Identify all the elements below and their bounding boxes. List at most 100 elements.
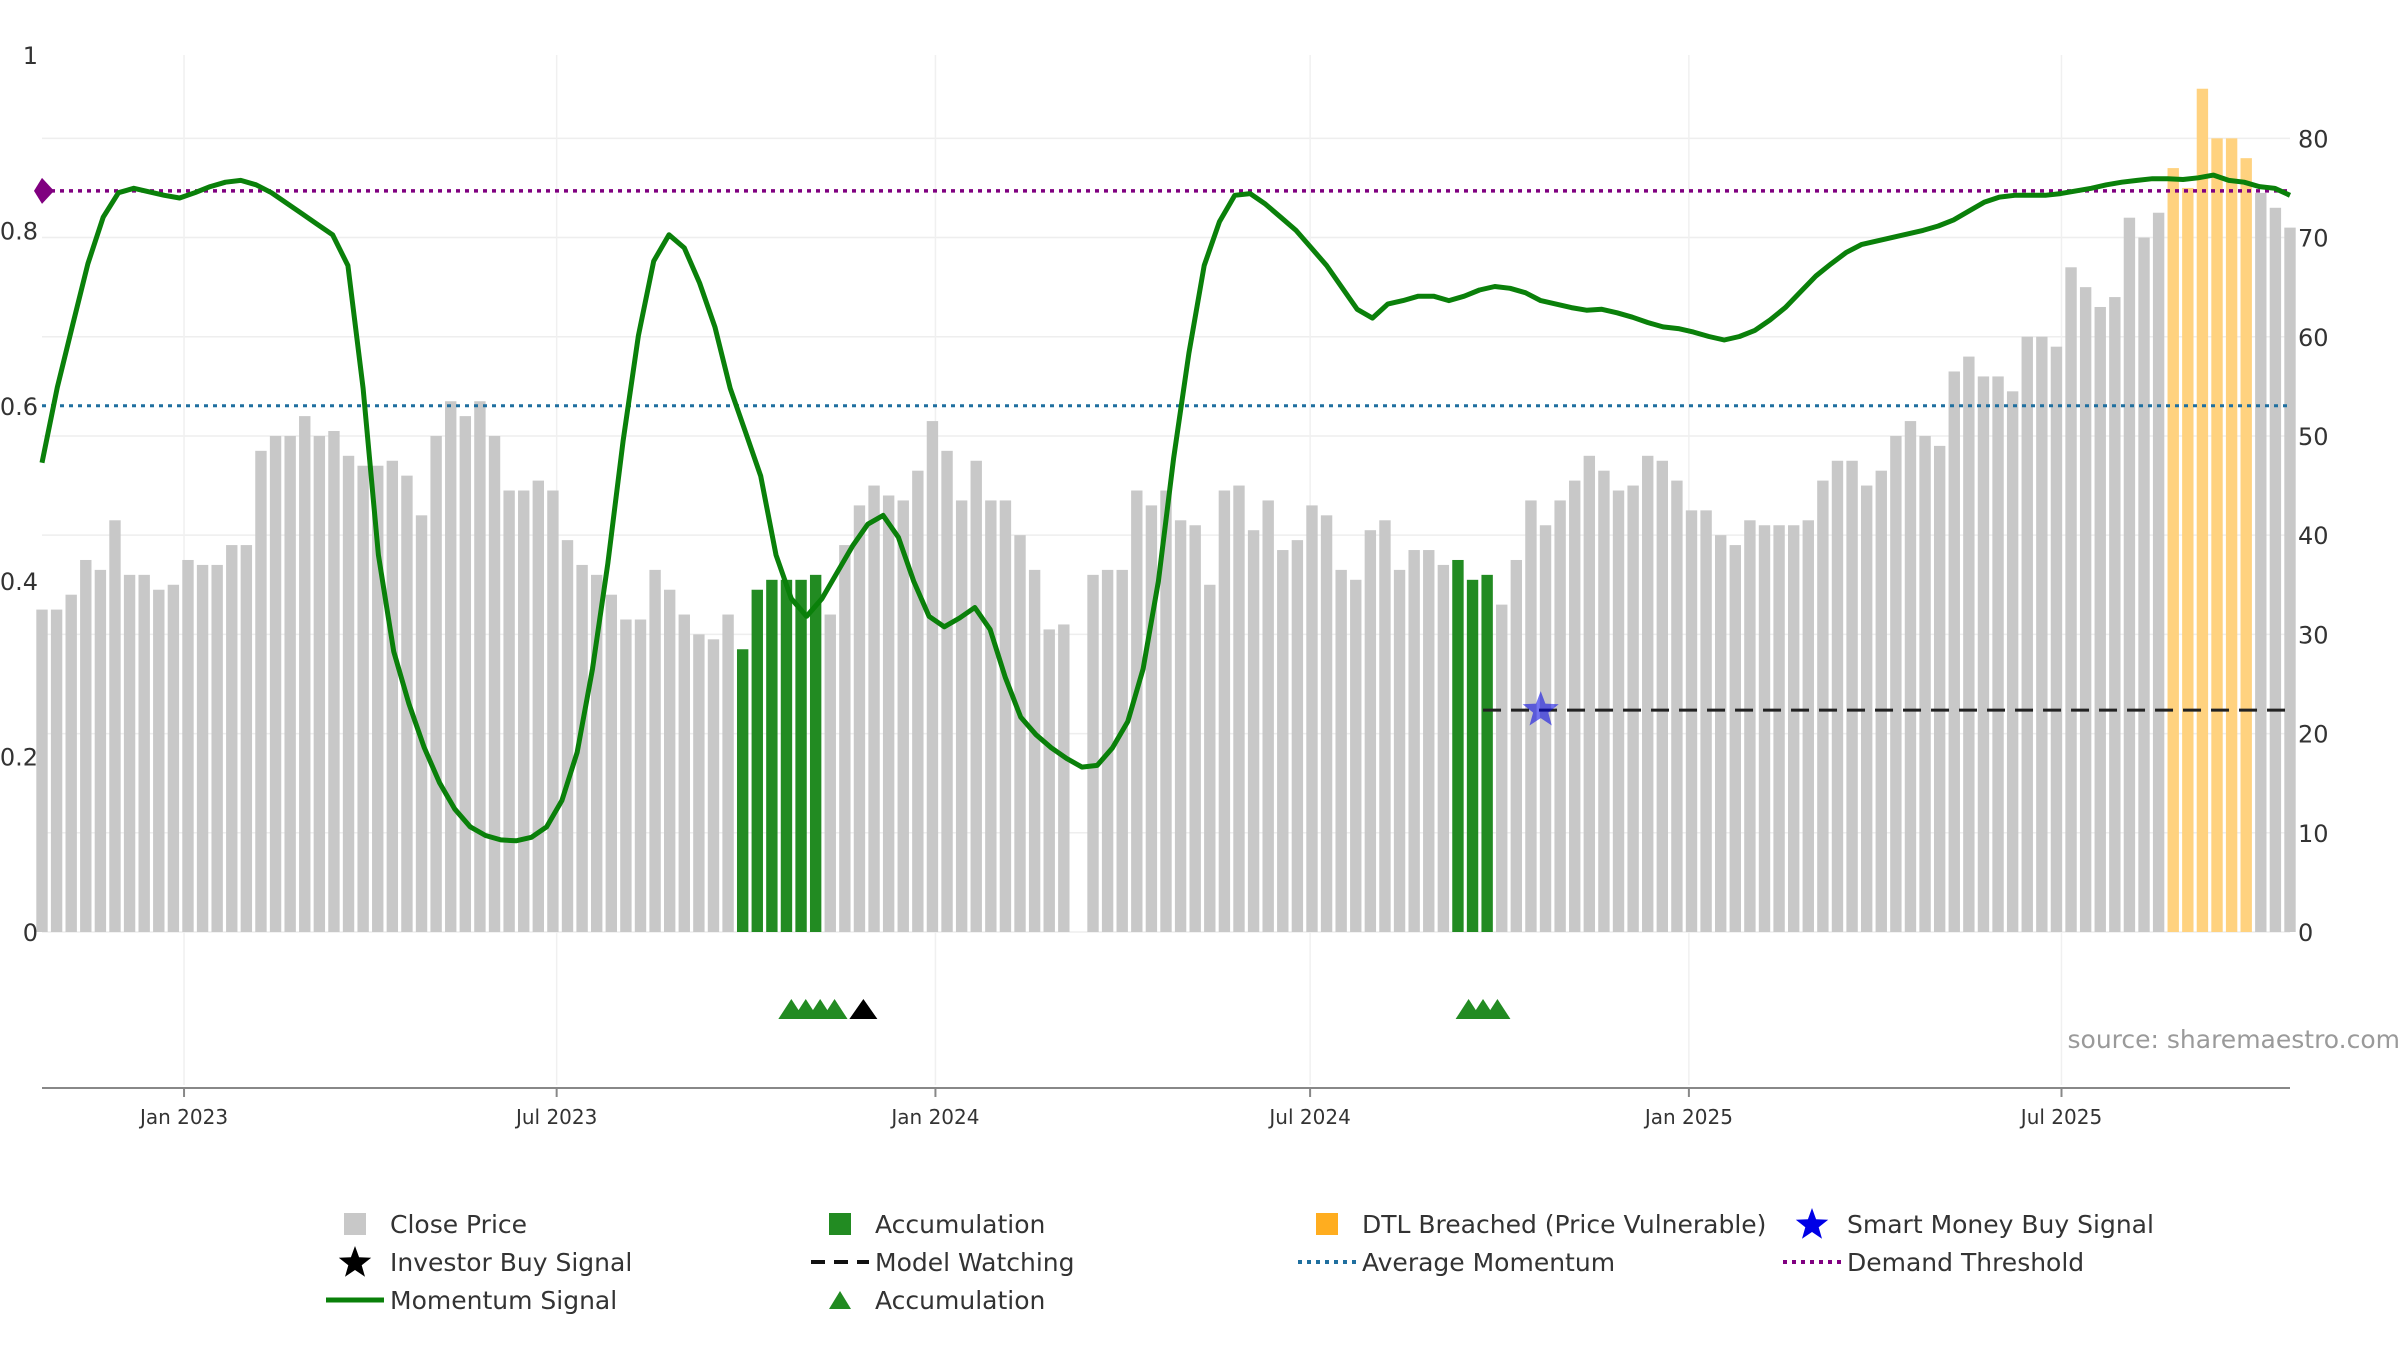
price-bar [1131, 490, 1143, 932]
legend-label: Demand Threshold [1847, 1247, 2085, 1277]
price-bar [1262, 500, 1274, 932]
price-bar [430, 435, 442, 932]
price-bar [2152, 212, 2165, 932]
price-bar [897, 500, 909, 932]
price-bar [240, 545, 253, 932]
right-tick-label: 70 [2298, 225, 2329, 253]
price-bar [1890, 435, 1902, 932]
legend-symbol-star-blue [1777, 1205, 1847, 1243]
right-tick-label: 60 [2298, 324, 2329, 352]
legend-label: Average Momentum [1362, 1247, 1616, 1277]
price-bar [1977, 376, 1990, 932]
x-tick-label: Jan 2024 [889, 1105, 979, 1129]
source-text: source: sharemaestro.com [2068, 1025, 2400, 1054]
dtl-breached-bar [2240, 158, 2252, 933]
price-bar [1963, 356, 1975, 932]
price-bar [1423, 550, 1435, 932]
price-bar [620, 619, 632, 932]
left-tick-label: 1 [23, 42, 38, 70]
price-bar [1919, 435, 1931, 932]
left-tick-label: 0.2 [0, 744, 38, 772]
price-bar [1612, 490, 1625, 932]
legend-item-model-watching: Model Watching [805, 1243, 1075, 1281]
legend-symbol-square [320, 1205, 390, 1243]
price-bar [1247, 530, 1260, 932]
price-bar [1189, 525, 1201, 932]
price-bar [1174, 520, 1187, 932]
price-bar [299, 416, 311, 932]
price-bar [868, 485, 880, 932]
price-bar [357, 465, 369, 932]
price-bar [1904, 421, 1917, 932]
price-bar [488, 435, 501, 932]
price-bar [1948, 371, 1960, 932]
signal-markers [34, 177, 1559, 1019]
price-bar [1700, 510, 1712, 932]
price-bar [2021, 336, 2033, 933]
price-bar [1510, 559, 1523, 932]
price-bar [1335, 569, 1347, 932]
right-tick-label: 10 [2298, 820, 2329, 848]
legend-symbol-square-green [805, 1205, 875, 1243]
price-bar [1933, 445, 1946, 932]
legend-symbol-dot-blue [1292, 1243, 1362, 1281]
price-bar [313, 435, 326, 932]
accumulation-bar [1481, 574, 1493, 932]
legend-label: Momentum Signal [390, 1285, 618, 1315]
price-bar [678, 614, 690, 932]
accumulation-bar [736, 649, 749, 932]
legend-label: Investor Buy Signal [390, 1247, 633, 1277]
price-bar [153, 589, 165, 932]
price-bar [605, 594, 617, 932]
price-bar [36, 609, 48, 932]
price-bar [50, 609, 63, 932]
price-bar [722, 614, 734, 932]
price-bars [36, 88, 2296, 933]
price-bar [1350, 579, 1362, 932]
legend-item-investor-buy: Investor Buy Signal [320, 1243, 632, 1281]
price-bar [474, 401, 486, 932]
smart-money-buy-star [1522, 691, 1559, 726]
legend-label: Accumulation [875, 1285, 1046, 1315]
right-tick-label: 20 [2298, 721, 2329, 749]
price-bar [985, 500, 997, 932]
price-bar [2255, 192, 2267, 933]
price-bar [1685, 510, 1698, 932]
accumulation-bar [809, 574, 822, 932]
legend-item-demand-threshold: Demand Threshold [1777, 1243, 2084, 1281]
price-bar [941, 450, 953, 932]
price-bar [663, 589, 676, 932]
price-bar [1145, 505, 1158, 932]
accumulation-bar [1452, 559, 1464, 932]
price-bar [591, 574, 603, 932]
legend-symbol-dot-purple [1777, 1243, 1847, 1281]
price-bar [1802, 520, 1814, 932]
investor-buy-triangle [849, 999, 878, 1019]
price-bar [342, 455, 355, 932]
price-bar [2284, 227, 2296, 932]
price-bar [503, 490, 515, 932]
price-bar [2109, 297, 2121, 932]
accumulation-triangle [821, 999, 848, 1019]
price-bar [1218, 490, 1231, 932]
price-bar [561, 540, 574, 932]
price-bar [2036, 336, 2048, 933]
price-bar [2094, 306, 2106, 933]
price-bar [386, 460, 399, 932]
price-bar [2123, 217, 2136, 932]
price-bar [1758, 525, 1771, 932]
price-bar [1860, 485, 1873, 932]
legend-item-smart-money: Smart Money Buy Signal [1777, 1205, 2154, 1243]
price-bar [1583, 455, 1596, 932]
price-bar [109, 520, 121, 932]
legend-item-accumulation-bar: Accumulation [805, 1205, 1045, 1243]
dtl-breached-bar [2196, 88, 2209, 932]
left-tick-label: 0.6 [0, 393, 38, 421]
price-bar [2269, 207, 2282, 933]
x-tick-label: Jul 2024 [1267, 1105, 1350, 1129]
price-bar [1744, 520, 1756, 932]
price-bar [445, 401, 457, 932]
right-tick-label: 80 [2298, 125, 2329, 153]
price-bar [94, 569, 107, 932]
